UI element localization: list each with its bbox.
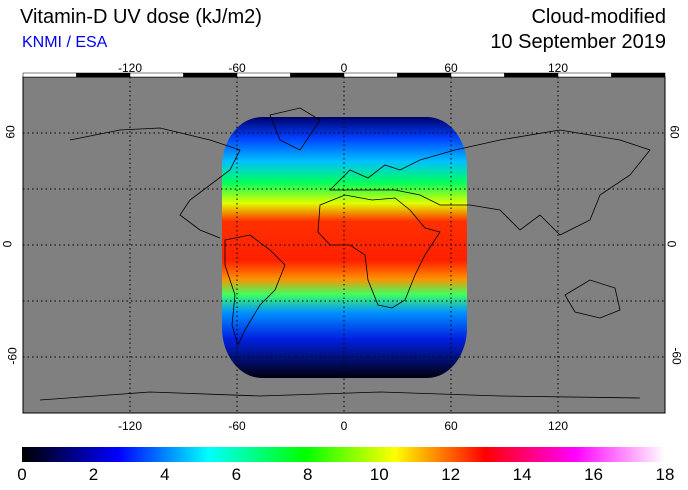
lon-label-top: 60 <box>444 61 458 75</box>
colorbar-label: 0 <box>17 465 27 484</box>
colorbar-label: 18 <box>655 465 675 484</box>
frame-tick-bar <box>22 72 77 78</box>
colorbar-label: 10 <box>369 465 389 484</box>
mode-label: Cloud-modified <box>531 6 666 28</box>
lon-label-top: -60 <box>228 61 246 75</box>
lon-label-bottom: -120 <box>117 419 143 433</box>
colorbar-label: 8 <box>303 465 313 484</box>
map-title: Vitamin-D UV dose (kJ/m2) <box>20 6 262 28</box>
lon-label-top: 120 <box>547 61 569 75</box>
lat-label-left: 0 <box>0 240 15 248</box>
lon-label-top: -120 <box>117 61 143 75</box>
colorbar-label: 14 <box>512 465 532 484</box>
lon-label-bottom: 0 <box>340 419 348 433</box>
colorbar-label: 6 <box>231 465 242 484</box>
colorbar-label: 2 <box>88 465 99 484</box>
credit-label: KNMI / ESA <box>22 34 108 51</box>
frame-tick-bar <box>343 72 398 78</box>
colorbar-label: 12 <box>441 465 461 484</box>
lat-label-left: 60 <box>3 125 18 139</box>
date-label: 10 September 2019 <box>490 31 666 53</box>
lon-label-top: 0 <box>340 61 348 75</box>
lat-label-right: 0 <box>664 240 679 248</box>
lat-label-right: -60 <box>669 347 684 365</box>
colorbar-label: 4 <box>160 465 170 484</box>
frame-tick-bar <box>611 72 666 78</box>
uv-dose-field <box>222 117 467 378</box>
lat-label-left: -60 <box>5 347 20 365</box>
lon-label-bottom: 120 <box>547 419 569 433</box>
frame-tick-bar <box>290 72 345 78</box>
frame-tick-bar <box>450 72 505 78</box>
frame-tick-bar <box>397 72 452 78</box>
colorbar <box>22 447 665 462</box>
lat-label-right: 60 <box>667 125 682 139</box>
colorbar-label: 16 <box>584 465 604 484</box>
coastlines <box>39 107 651 401</box>
lon-label-bottom: 60 <box>444 419 458 433</box>
lon-label-bottom: -60 <box>228 419 246 433</box>
